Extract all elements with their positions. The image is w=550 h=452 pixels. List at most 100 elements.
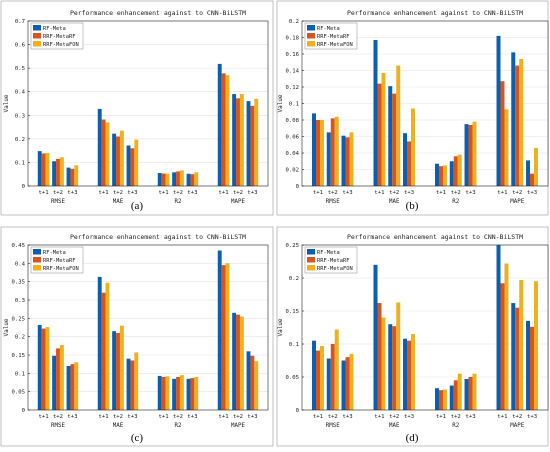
x-tick-label: t+3: [465, 414, 475, 420]
bar-r2-t1-s2: [165, 376, 170, 410]
bar-mape-t3-s1: [530, 326, 535, 410]
legend-label: RRF-MetaFON: [317, 42, 353, 48]
bar-rmse-t3-s0: [66, 366, 71, 410]
bar-mape-t1-s2: [225, 263, 230, 410]
bar-rmse-t2-s0: [52, 355, 57, 410]
x-tick-label: t+1: [374, 414, 384, 420]
x-tick-label: t+3: [404, 414, 414, 420]
y-axis-label: Value: [277, 318, 284, 336]
bar-rmse-t3-s0: [66, 167, 71, 186]
bar-mape-t1-s2: [504, 263, 509, 410]
bar-mae-t3-s2: [134, 352, 139, 410]
bar-r2-t2-s0: [449, 385, 454, 410]
bar-r2-t2-s2: [457, 373, 462, 410]
legend-swatch: [33, 257, 41, 263]
x-tick-label: t+2: [53, 190, 63, 196]
bar-r2-t1-s2: [442, 389, 447, 410]
bar-r2-t1-s1: [439, 166, 443, 186]
bar-r2-t3-s2: [194, 377, 199, 410]
group-label-r2: R2: [175, 199, 182, 205]
y-tick-label: 0.2: [289, 276, 299, 282]
y-tick-label: 0: [22, 184, 25, 190]
bar-mape-t2-s0: [232, 312, 237, 410]
x-tick-label: t+2: [233, 414, 243, 420]
bar-mae-t1-s1: [101, 292, 106, 410]
x-tick-label: t+2: [389, 190, 399, 196]
bar-rmse-t2-s2: [59, 157, 64, 186]
x-tick-label: t+3: [127, 414, 137, 420]
x-tick-label: t+2: [451, 414, 461, 420]
group-label-mape: MAPE: [231, 423, 245, 429]
legend-swatch: [307, 25, 315, 31]
bar-r2-t2-s0: [172, 172, 177, 186]
group-label-r2: R2: [452, 199, 459, 205]
group-label-r2: R2: [175, 423, 182, 429]
bar-mape-t3-s2: [254, 98, 259, 186]
y-tick-label: 0.2: [15, 335, 25, 341]
bar-rmse-t2-s1: [56, 158, 60, 186]
x-tick-label: t+3: [465, 190, 475, 196]
group-label-mape: MAPE: [510, 423, 524, 429]
y-tick-label: 0.08: [286, 118, 300, 124]
x-tick-label: t+2: [451, 190, 461, 196]
bar-rmse-t1-s0: [312, 113, 316, 186]
y-tick-label: 0.14: [286, 69, 300, 75]
bar-mape-t1-s0: [496, 35, 501, 186]
bar-r2-t1-s1: [161, 377, 166, 410]
x-tick-label: t+2: [113, 414, 123, 420]
bar-mae-t1-s2: [105, 282, 110, 410]
y-axis-label: Value: [3, 94, 10, 112]
y-tick-label: 0.15: [12, 353, 25, 359]
panel-frame: [0, 0, 274, 216]
bar-rmse-t3-s1: [345, 357, 350, 410]
x-tick-label: t+2: [512, 190, 522, 196]
bar-mae-t2-s0: [388, 86, 393, 186]
y-tick-label: 0.1: [289, 102, 299, 108]
y-tick-label: 0.2: [15, 137, 25, 143]
group-label-mape: MAPE: [510, 199, 524, 205]
bar-rmse-t3-s0: [341, 135, 346, 186]
bar-mae-t2-s1: [392, 93, 397, 186]
bar-mae-t1-s0: [97, 276, 102, 410]
y-tick-label: 0.25: [12, 316, 25, 322]
y-tick-label: 0.16: [286, 52, 299, 58]
bar-mape-t3-s0: [526, 160, 531, 186]
bar-mape-t2-s0: [232, 94, 237, 186]
x-tick-label: t+2: [233, 190, 243, 196]
bar-r2-t3-s2: [194, 172, 199, 186]
panel-caption: (d): [406, 432, 419, 444]
legend-swatch: [307, 257, 315, 263]
bar-mae-t1-s1: [101, 119, 106, 186]
bar-r2-t1-s2: [165, 173, 170, 186]
bar-mape-t1-s1: [221, 73, 226, 186]
bar-rmse-t2-s0: [326, 358, 331, 410]
bar-r2-t3-s2: [472, 121, 477, 186]
bar-mape-t2-s2: [519, 58, 524, 187]
x-tick-label: t+1: [436, 414, 446, 420]
y-tick-label: 0.1: [289, 342, 299, 348]
y-tick-label: 0.15: [286, 309, 299, 315]
bar-mae-t2-s0: [112, 331, 117, 410]
bar-mae-t1-s1: [377, 83, 382, 186]
bar-r2-t1-s2: [442, 165, 447, 187]
bar-rmse-t2-s2: [334, 329, 339, 410]
bar-rmse-t2-s1: [330, 118, 335, 186]
bar-rmse-t1-s2: [45, 327, 50, 410]
bar-mape-t1-s1: [500, 81, 505, 186]
x-tick-label: t+3: [342, 190, 352, 196]
legend-swatch: [33, 265, 41, 271]
bar-rmse-t3-s2: [349, 353, 354, 410]
panel-caption: (b): [406, 200, 419, 212]
bar-mape-t1-s1: [500, 283, 505, 410]
y-tick-label: 0.02: [286, 168, 299, 174]
y-tick-label: 0.12: [286, 85, 299, 91]
bar-mape-t3-s0: [246, 351, 251, 410]
bar-r2-t1-s0: [435, 163, 439, 186]
panel-caption: (a): [131, 200, 144, 212]
bar-r2-t1-s1: [161, 173, 166, 186]
group-label-rmse: RMSE: [326, 423, 340, 429]
chart-panel-b: 0 0.02 0.04 0.06 0.08 0.1 0.12 0.14 0.16 0.18 0.2 t…: [276, 0, 549, 216]
bar-mape-t2-s1: [236, 314, 240, 410]
bar-r2-t1-s1: [439, 390, 443, 410]
